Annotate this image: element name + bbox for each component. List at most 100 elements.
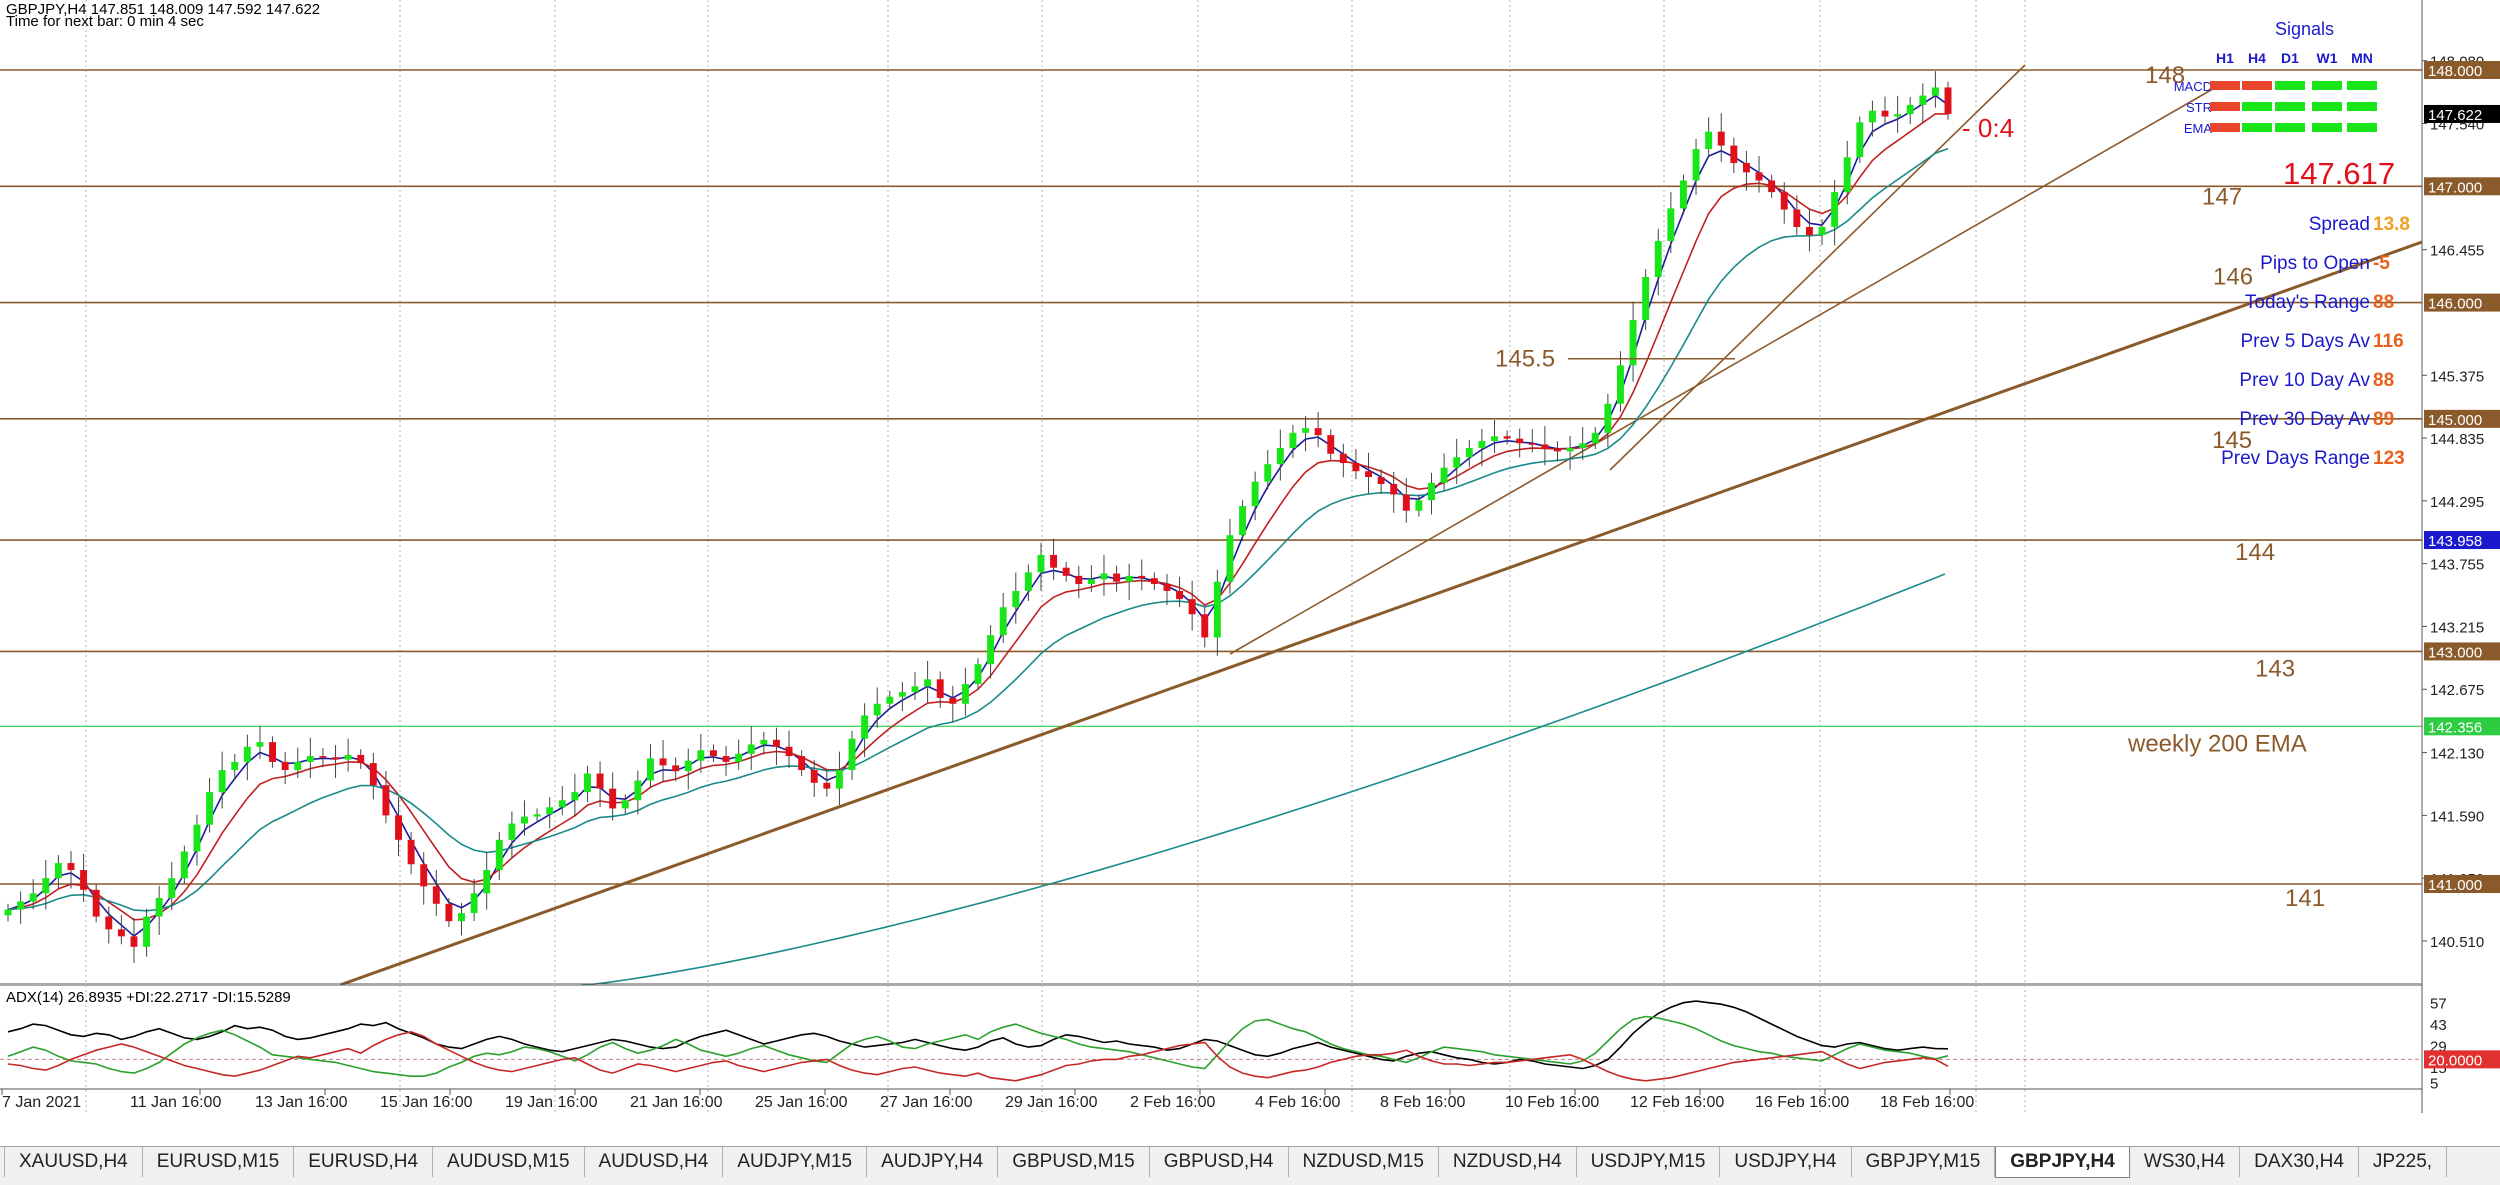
level-tag-bg: [2424, 177, 2500, 196]
tab-scroll-stub: [0, 1147, 5, 1177]
signal-cell: [2210, 102, 2240, 111]
candle-body: [1919, 95, 1927, 105]
candle-body: [747, 744, 755, 754]
signal-col-mn: MN: [2351, 50, 2373, 66]
tab-dax30-h4[interactable]: DAX30,H4: [2240, 1147, 2359, 1177]
date-label: 11 Jan 16:00: [130, 1094, 221, 1111]
candle-body: [17, 901, 25, 910]
signal-col-h4: H4: [2248, 50, 2266, 66]
candle-body: [1276, 447, 1284, 465]
candle-body: [1428, 482, 1435, 501]
tab-gbpjpy-m15[interactable]: GBPJPY,M15: [1852, 1147, 1996, 1177]
candle-body: [1302, 428, 1309, 433]
tab-gbpusd-m15[interactable]: GBPUSD,M15: [998, 1147, 1150, 1177]
tab-nzdusd-m15[interactable]: NZDUSD,M15: [1289, 1147, 1439, 1177]
candle-body: [1868, 110, 1876, 123]
level-tag-bg: [2424, 642, 2500, 661]
tab-xauusd-h4[interactable]: XAUUSD,H4: [5, 1147, 143, 1177]
candle-body: [1856, 122, 1864, 158]
price-tick-label: 143.215: [2430, 619, 2484, 636]
level-tag-bg: [2424, 61, 2500, 79]
candle-body: [684, 760, 692, 772]
candle-body: [1125, 575, 1133, 582]
candle-body: [1906, 104, 1914, 115]
level-label: 146: [2213, 264, 2253, 291]
tab-audjpy-h4[interactable]: AUDJPY,H4: [867, 1147, 999, 1177]
candle-body: [67, 863, 75, 871]
candle-body: [1113, 573, 1121, 582]
trendlines: [339, 64, 2423, 985]
candle-body: [533, 814, 541, 817]
stat-value: 88: [2373, 292, 2394, 313]
candle-body: [80, 870, 88, 890]
candle-body: [924, 679, 932, 687]
candle-body: [1591, 432, 1599, 444]
candle-body: [1163, 583, 1171, 591]
candle-body: [584, 773, 591, 793]
candle-body: [621, 800, 629, 809]
candle-body: [1554, 449, 1561, 452]
ema200-curve: [579, 573, 1946, 985]
tab-nzdusd-h4[interactable]: NZDUSD,H4: [1439, 1147, 1577, 1177]
signal-cell: [2347, 123, 2377, 132]
candle-body: [1793, 209, 1801, 227]
level-tag-text: 147.000: [2428, 179, 2482, 196]
tab-ws30-h4[interactable]: WS30,H4: [2130, 1147, 2241, 1177]
candle-body: [1226, 535, 1234, 582]
candle-body: [835, 770, 843, 789]
candle-body: [659, 758, 667, 766]
price-tick-label: 144.835: [2430, 431, 2484, 448]
tab-audusd-m15[interactable]: AUDUSD,M15: [433, 1147, 585, 1177]
tab-eurusd-m15[interactable]: EURUSD,M15: [143, 1147, 295, 1177]
candle-body: [1503, 436, 1511, 439]
candle-body: [672, 765, 680, 772]
tab-usdjpy-h4[interactable]: USDJPY,H4: [1720, 1147, 1852, 1177]
tab-gbpusd-h4[interactable]: GBPUSD,H4: [1150, 1147, 1289, 1177]
level-tag-text: 145.000: [2428, 412, 2482, 429]
signal-cell: [2312, 102, 2342, 111]
candle-body: [760, 739, 768, 745]
candle-body: [407, 839, 415, 865]
ema200-tag-text: 142.356: [2428, 719, 2482, 736]
tab-eurusd-h4[interactable]: EURUSD,H4: [294, 1147, 434, 1177]
signals-panel: Signals H1 H4 D1 W1 MN MACD STR EMA: [2174, 19, 2377, 136]
candle-body: [848, 738, 856, 771]
signals-title: Signals: [2275, 19, 2334, 39]
candle-body: [1478, 440, 1486, 448]
date-label: 21 Jan 16:00: [630, 1094, 723, 1111]
candle-body: [647, 758, 654, 781]
tab-audusd-h4[interactable]: AUDUSD,H4: [585, 1147, 724, 1177]
candle-body: [898, 692, 906, 697]
tab-usdjpy-m15[interactable]: USDJPY,M15: [1577, 1147, 1721, 1177]
candle-body: [1617, 365, 1624, 404]
stat-label: Prev Days Range: [2221, 448, 2370, 469]
candle-body: [1339, 453, 1347, 464]
adx-series-di: [7, 1030, 1949, 1082]
candle-body: [1188, 599, 1196, 615]
candle-body: [1528, 443, 1536, 445]
tab-audjpy-m15[interactable]: AUDJPY,M15: [723, 1147, 868, 1177]
candle-body: [1150, 578, 1158, 584]
stat-value: -5: [2373, 253, 2390, 274]
candle-body: [344, 754, 352, 760]
level-tag-text: 143.000: [2428, 644, 2482, 661]
candle-body: [483, 870, 491, 894]
trendline: [1229, 85, 2219, 655]
tab-gbpjpy-h4[interactable]: GBPJPY,H4: [1995, 1147, 2130, 1178]
date-label: 15 Jan 16:00: [380, 1094, 473, 1111]
tab-jp225[interactable]: JP225,: [2359, 1147, 2448, 1177]
candle-body: [243, 746, 251, 762]
main-price-chart[interactable]: 148 147 146 145 144 143 141 weekly 200 EMA 145.5…: [0, 0, 2500, 985]
candle-body: [772, 739, 780, 747]
bar-countdown: - 0:4: [1962, 113, 2014, 143]
stat-value: 123: [2373, 448, 2405, 469]
date-label: 13 Jan 16:00: [255, 1094, 348, 1111]
candle-body: [92, 889, 100, 917]
level-label: 144: [2235, 539, 2275, 566]
candle-body: [1176, 590, 1184, 600]
candle-body: [1843, 157, 1851, 193]
candle-body: [180, 851, 188, 879]
trendline: [339, 240, 2423, 985]
